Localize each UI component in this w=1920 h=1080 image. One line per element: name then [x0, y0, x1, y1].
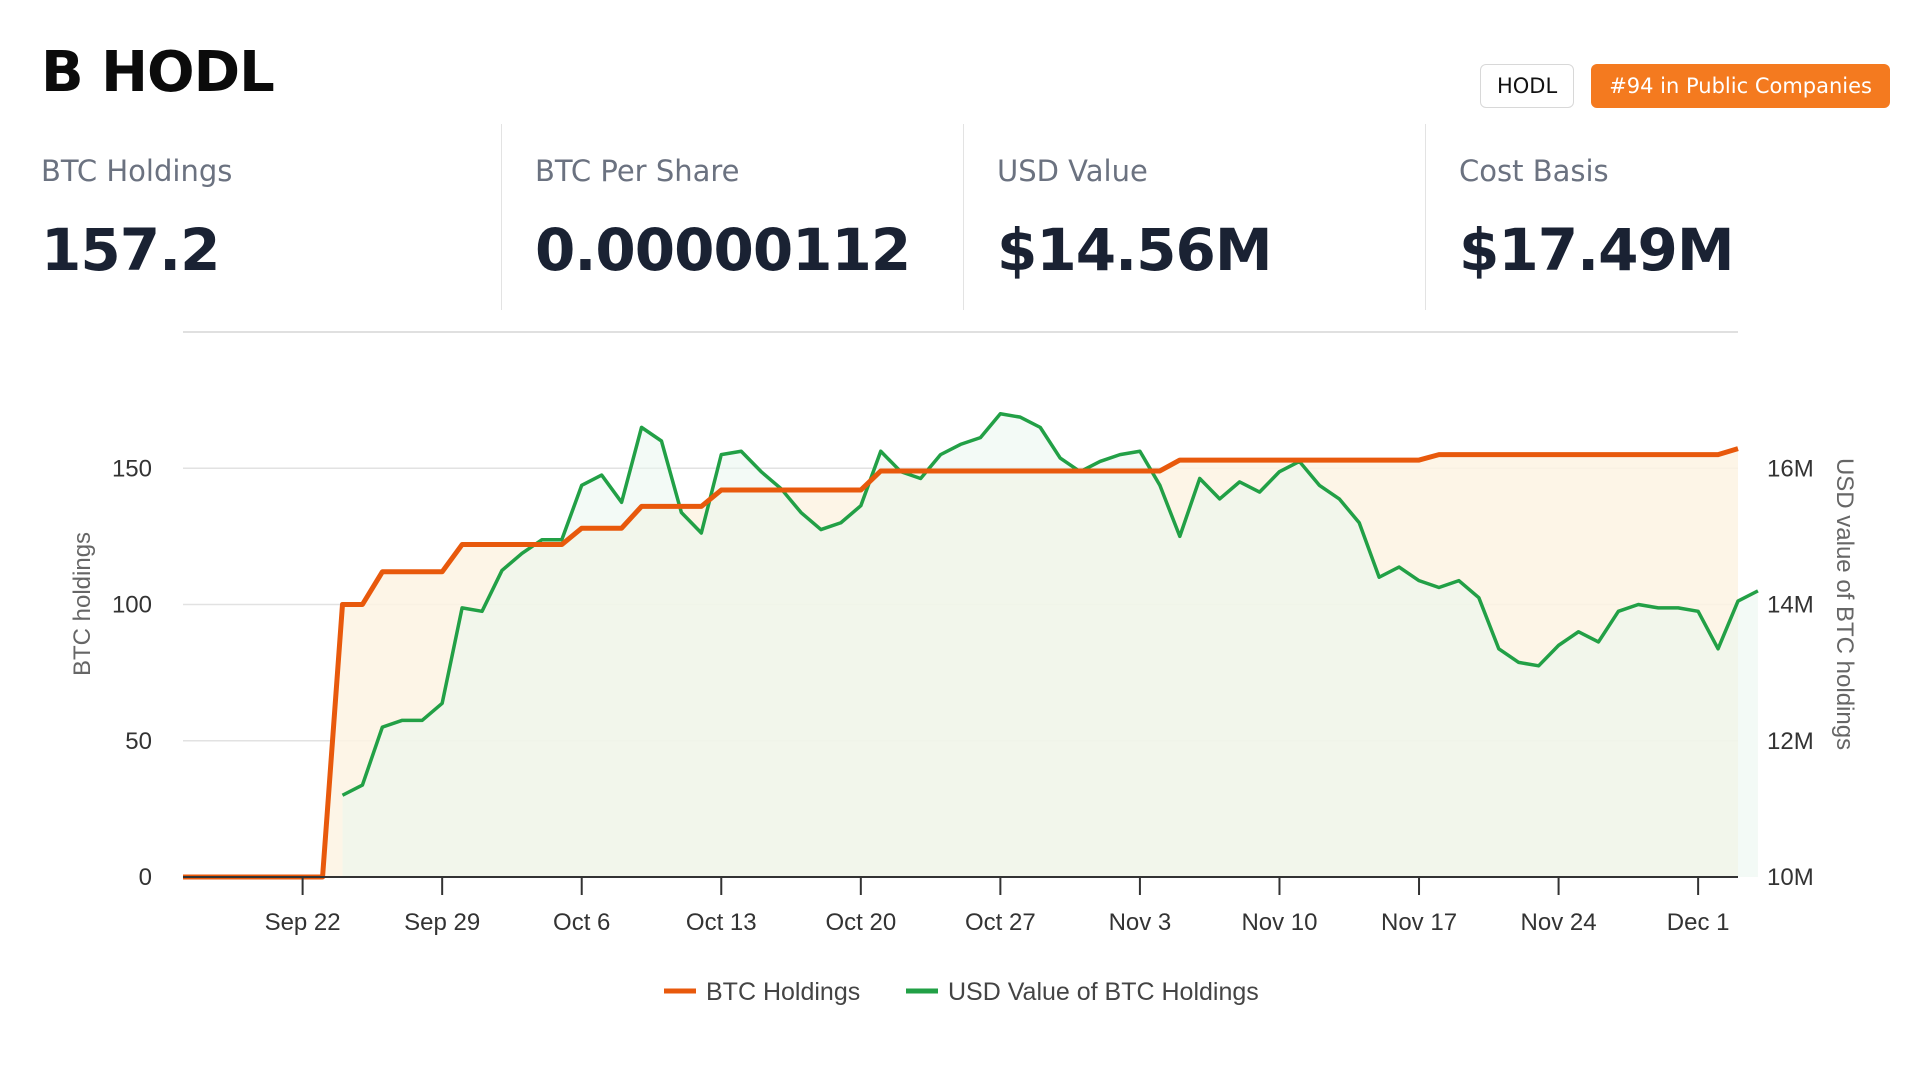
- x-tick-label: Oct 13: [686, 909, 757, 936]
- legend[interactable]: BTC Holdings USD Value of BTC Holdings: [664, 978, 1259, 1006]
- axes: 0 50 100 150 10M 12M 14M 16M Sep 22 Sep 29 Oct 6 Oc…: [69, 455, 1858, 936]
- y-left-tick-label: 50: [125, 728, 152, 755]
- badges: HODL #94 in Public Companies: [1479, 64, 1890, 108]
- stat-label: BTC Per Share: [535, 154, 740, 188]
- y-right-tick-label: 16M: [1767, 455, 1814, 482]
- x-tick-label: Oct 27: [965, 909, 1036, 936]
- x-tick-label: Oct 20: [825, 909, 896, 936]
- page-title: B HODL: [41, 40, 275, 105]
- y-right-tick-label: 12M: [1767, 728, 1814, 755]
- stat-label: Cost Basis: [1459, 154, 1609, 188]
- y-right-tick-label: 10M: [1767, 864, 1814, 891]
- x-tick-label: Oct 6: [553, 909, 610, 936]
- ticker-badge: HODL: [1479, 64, 1575, 108]
- usd-value-line[interactable]: [341, 412, 1759, 797]
- y-left-tick-label: 100: [112, 592, 152, 619]
- y-left-tick-label: 0: [139, 864, 152, 891]
- y-right-tick-label: 14M: [1767, 592, 1814, 619]
- y-left-axis-title: BTC holdings: [69, 532, 96, 676]
- stat-divider: [963, 124, 964, 310]
- series-lines[interactable]: [183, 412, 1759, 880]
- x-tick-label: Nov 17: [1381, 909, 1457, 936]
- x-tick-label: Sep 29: [404, 909, 480, 936]
- legend-label: USD Value of BTC Holdings: [948, 978, 1259, 1006]
- series-areas: [183, 413, 1758, 877]
- legend-item-usd-value[interactable]: USD Value of BTC Holdings: [906, 978, 1259, 1006]
- stat-value: 157.2: [41, 216, 220, 284]
- x-tick-label: Nov 10: [1241, 909, 1317, 936]
- btc-holdings-line[interactable]: [183, 446, 1739, 880]
- stat-value: 0.00000112: [535, 216, 911, 284]
- stat-label: USD Value: [997, 154, 1148, 188]
- x-tick-label: Sep 22: [265, 909, 341, 936]
- stat-value: $17.49M: [1459, 216, 1735, 284]
- y-left-tick-label: 150: [112, 455, 152, 482]
- legend-label: BTC Holdings: [706, 978, 860, 1006]
- x-tick-label: Nov 24: [1521, 909, 1597, 936]
- x-tick-label: Dec 1: [1667, 909, 1730, 936]
- stat-label: BTC Holdings: [41, 154, 233, 188]
- rank-badge[interactable]: #94 in Public Companies: [1591, 64, 1890, 108]
- legend-item-btc-holdings[interactable]: BTC Holdings: [664, 978, 860, 1006]
- stat-divider: [501, 124, 502, 310]
- stat-divider: [1425, 124, 1426, 310]
- y-right-axis-title: USD value of BTC holdings: [1831, 458, 1858, 750]
- x-tick-label: Nov 3: [1109, 909, 1172, 936]
- stat-value: $14.56M: [997, 216, 1273, 284]
- stats-row: BTC Holdings 157.2 BTC Per Share 0.00000…: [0, 124, 1920, 310]
